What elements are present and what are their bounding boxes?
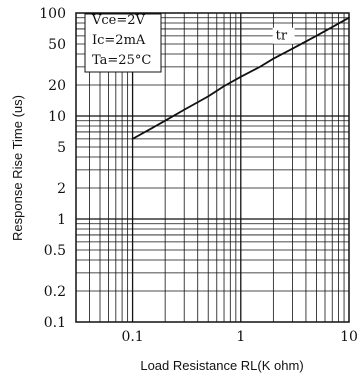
y-tick-label: 0.5 — [44, 243, 66, 259]
x-tick-label: 10 — [340, 329, 358, 345]
y-tick-label: 1 — [57, 212, 66, 228]
y-tick-label: 50 — [48, 37, 66, 53]
conditions-box — [84, 13, 162, 73]
y-axis-label: Response Rise Time (us) — [10, 95, 25, 241]
y-tick-label: 100 — [39, 6, 66, 22]
y-tick-label: 0.1 — [44, 315, 66, 331]
y-tick-label: 10 — [48, 109, 66, 125]
y-tick-label: 20 — [48, 78, 66, 94]
y-tick-label: 0.2 — [44, 284, 66, 300]
curve-layer — [131, 16, 350, 140]
series-label-tr: tr — [276, 29, 288, 44]
x-tick-label: 0.1 — [121, 329, 143, 345]
condition-ta: Ta=25°C — [92, 53, 151, 68]
y-tick-labels: 100 50 20 10 5 2 1 0.5 0.2 0.1 — [39, 6, 66, 331]
x-axis-label: Load Resistance RL(K ohm) — [140, 358, 303, 373]
condition-vce: Vce=2V — [91, 13, 146, 28]
x-tick-labels: 0.1 1 10 — [121, 329, 357, 345]
y-tick-label: 2 — [57, 181, 66, 197]
series-label-background — [272, 27, 295, 44]
y-tick-label: 5 — [57, 140, 66, 156]
x-tick-label: 1 — [236, 329, 245, 345]
series-line-tr — [131, 16, 350, 140]
condition-ic: Ic=2mA — [92, 33, 146, 48]
plot-frame — [75, 12, 350, 323]
